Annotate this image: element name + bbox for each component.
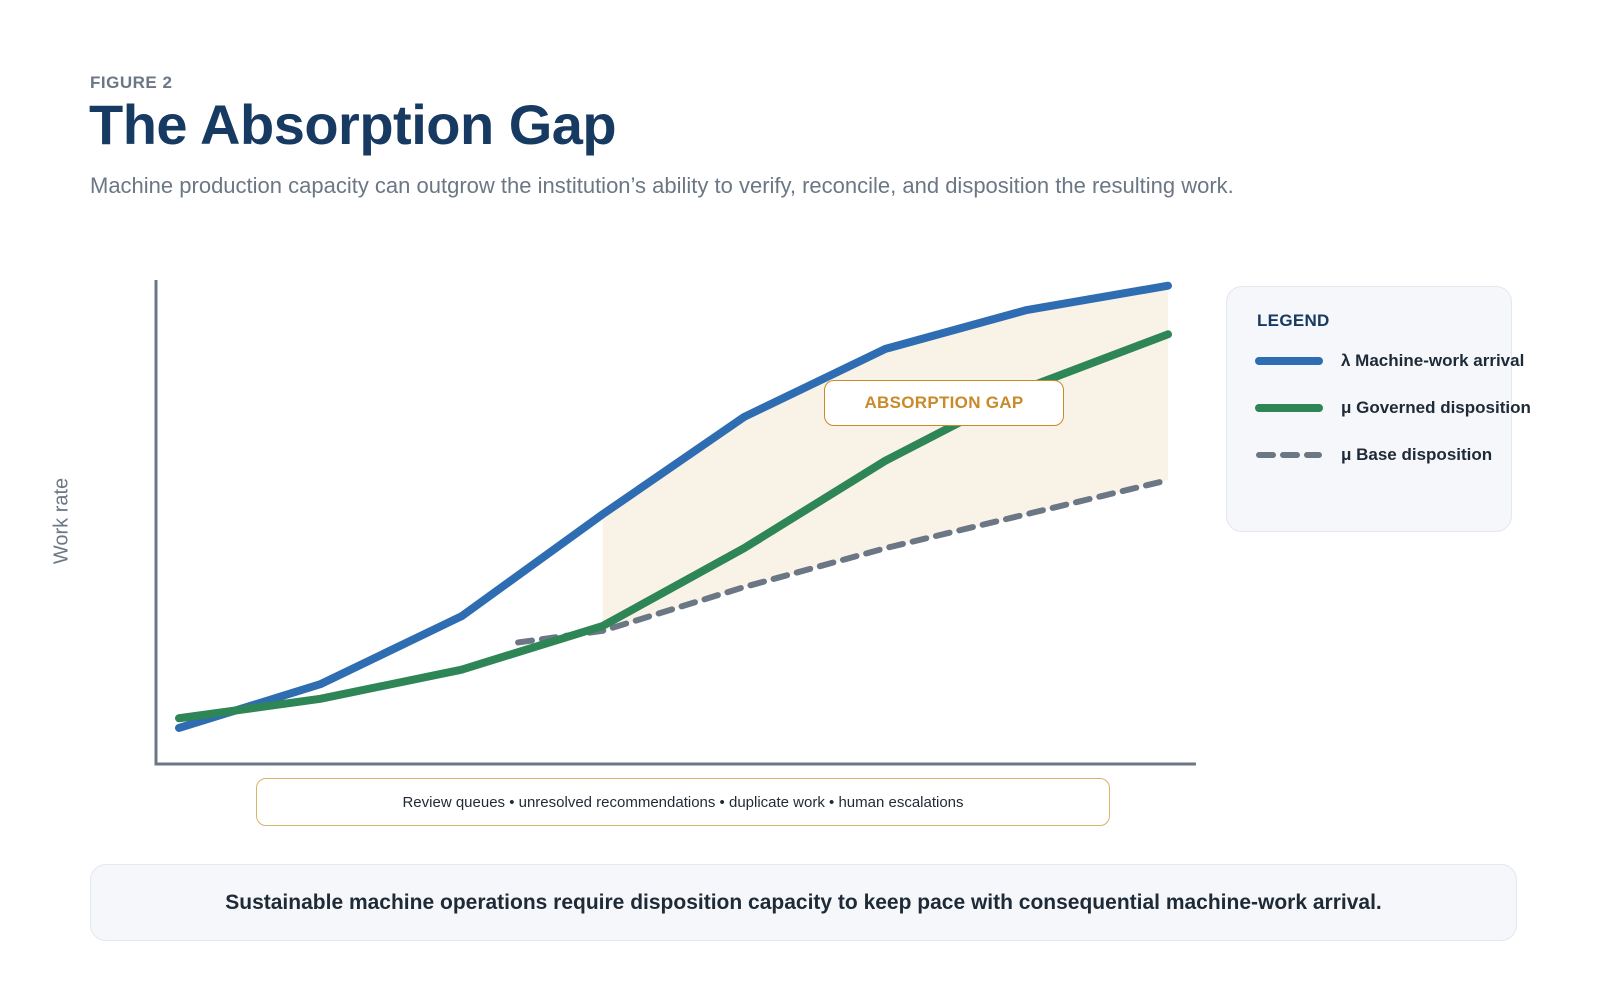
page-subtitle: Machine production capacity can outgrow … xyxy=(90,173,1234,198)
legend-label-governed: μ Governed disposition xyxy=(1341,398,1531,417)
gap-contents-note: Review queues • unresolved recommendatio… xyxy=(256,778,1110,826)
figure-kicker: FIGURE 2 xyxy=(90,73,173,92)
y-axis-label: Work rate xyxy=(50,477,73,565)
legend-swatch-base xyxy=(1256,452,1322,458)
legend-label-arrival: λ Machine-work arrival xyxy=(1341,351,1525,370)
legend-item-governed: μ Governed disposition xyxy=(1255,398,1531,418)
absorption-gap-label: ABSORPTION GAP xyxy=(824,380,1064,426)
legend-item-base: μ Base disposition xyxy=(1255,445,1492,465)
conclusion-banner: Sustainable machine operations require d… xyxy=(90,864,1517,941)
series-line-arrival xyxy=(175,281,1172,732)
legend-item-arrival: λ Machine-work arrival xyxy=(1255,351,1524,371)
legend-title: LEGEND xyxy=(1257,311,1330,330)
legend-label-base: μ Base disposition xyxy=(1341,445,1493,464)
page-title: The Absorption Gap xyxy=(89,93,617,156)
legend: LEGEND λ Machine-work arrival μ Governed… xyxy=(1226,286,1531,532)
legend-swatch-arrival xyxy=(1255,357,1323,365)
legend-swatch-governed xyxy=(1255,404,1323,412)
